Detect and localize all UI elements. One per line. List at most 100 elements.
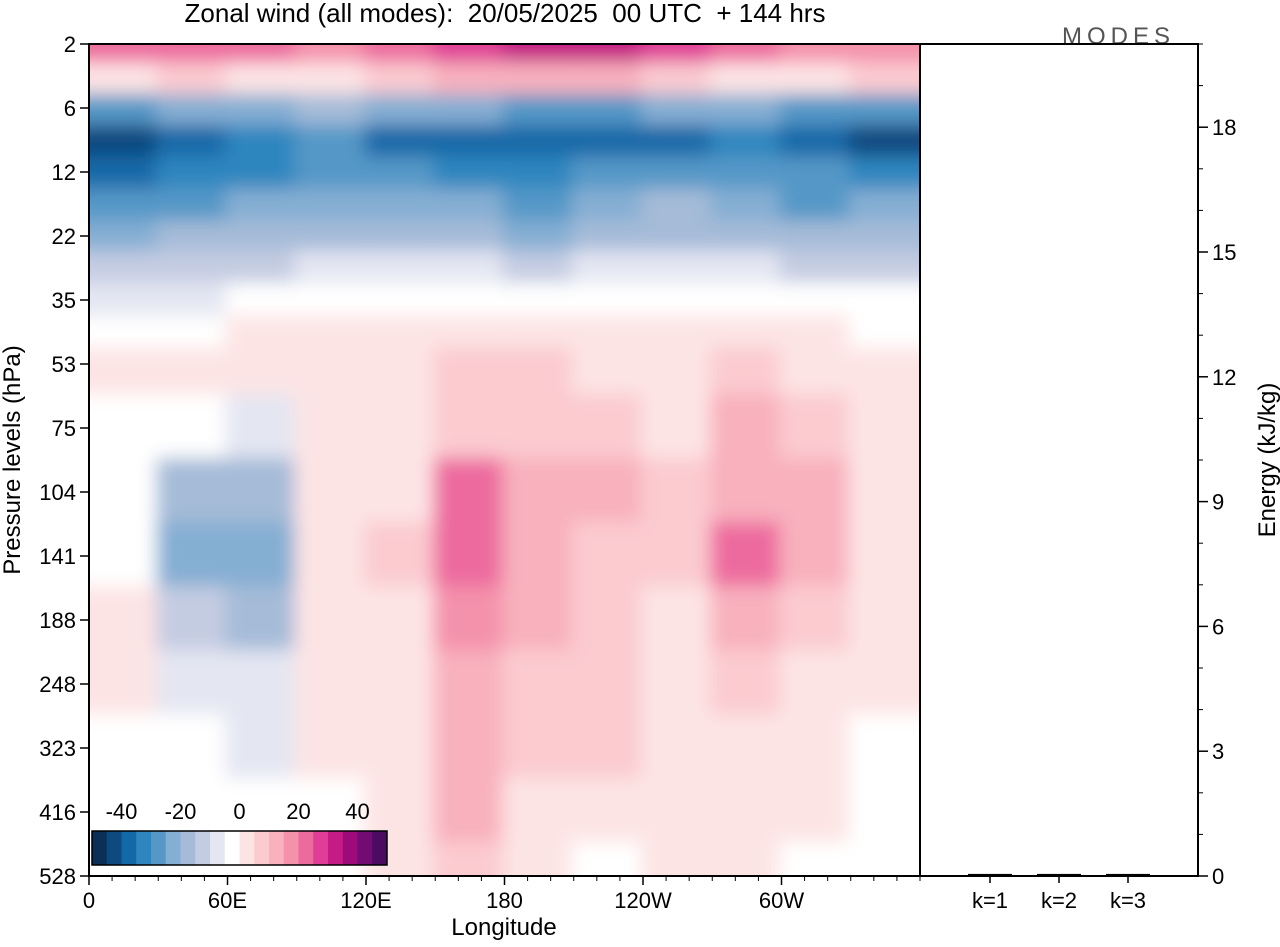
heatmap-cell <box>225 282 299 320</box>
colorbar-swatch <box>357 831 373 865</box>
heatmap-cell <box>848 778 920 846</box>
heatmap-cell <box>433 394 507 462</box>
colorbar-tick-label: 40 <box>345 799 369 824</box>
heatmap-cell <box>156 347 230 398</box>
heatmap-cell <box>502 94 576 129</box>
heatmap-cell <box>779 315 853 352</box>
heatmap-cell <box>225 586 299 654</box>
heatmap-cell <box>641 394 715 462</box>
heatmap-cell <box>779 220 853 255</box>
heatmap-cell <box>779 394 853 462</box>
heatmap-cell <box>364 94 438 129</box>
heatmap-cell <box>848 458 920 526</box>
energy-tick-label: 18 <box>1212 115 1236 140</box>
heatmap-cell <box>779 250 853 287</box>
heatmap-cell <box>89 650 161 718</box>
heatmap-cell <box>225 714 299 782</box>
heatmap-cell <box>710 315 784 352</box>
heatmap-cell <box>848 220 920 255</box>
heatmap-cell <box>848 315 920 352</box>
heatmap-cell <box>641 778 715 846</box>
y-tick-label: 35 <box>52 288 76 313</box>
colorbar-swatch <box>180 831 196 865</box>
heatmap-cell <box>364 156 438 193</box>
colorbar: -40 -20 0 20 40 <box>91 799 388 866</box>
x-tick-label: 120E <box>340 888 391 913</box>
heatmap-cell <box>225 394 299 462</box>
heatmap-cell <box>225 650 299 718</box>
heatmap-cell <box>641 315 715 352</box>
heatmap-cell <box>502 282 576 320</box>
heatmap-cell <box>225 458 299 526</box>
heatmap-cell <box>364 220 438 255</box>
energy-bar <box>1106 873 1150 876</box>
heatmap-cell <box>433 250 507 287</box>
heatmap-cell <box>848 347 920 398</box>
heatmap-cell <box>848 124 920 161</box>
heatmap-cell <box>89 522 161 590</box>
heatmap-cell <box>641 94 715 129</box>
heatmap-cell <box>294 94 368 129</box>
heatmap-cell <box>779 522 853 590</box>
heatmap-cell <box>641 250 715 287</box>
colorbar-swatch <box>121 831 137 865</box>
heatmap-cell <box>848 156 920 193</box>
energy-bar <box>1037 873 1081 876</box>
colorbar-frame <box>91 830 388 866</box>
heatmap-cell <box>294 220 368 255</box>
heatmap-cell <box>156 650 230 718</box>
heatmap-cell <box>89 220 161 255</box>
heatmap-cell <box>641 522 715 590</box>
heatmap-cell <box>779 62 853 99</box>
heatmap-cell <box>89 315 161 352</box>
y-axis-ticks: 2 6 12 22 35 53 75 104 141 188 248 323 416 528 <box>39 32 89 889</box>
y-tick-label: 104 <box>39 480 76 505</box>
y-tick-label: 75 <box>52 416 76 441</box>
heatmap-cell <box>364 586 438 654</box>
energy-bars: k=1 k=2 k=3 <box>968 873 1150 913</box>
heatmap-cell <box>433 778 507 846</box>
heatmap-cell <box>571 62 645 99</box>
x-tick-label: 120W <box>614 888 672 913</box>
colorbar-swatch <box>254 831 270 865</box>
heatmap-cell <box>433 586 507 654</box>
heatmap-cell <box>364 44 438 67</box>
y-tick-label: 22 <box>52 224 76 249</box>
energy-category-label: k=2 <box>1041 888 1077 913</box>
heatmap-cell <box>502 394 576 462</box>
heatmap-cell <box>89 282 161 320</box>
heatmap-cell <box>364 347 438 398</box>
heatmap-cell <box>571 522 645 590</box>
heatmap-cell <box>156 315 230 352</box>
heatmap-cell <box>294 458 368 526</box>
energy-plot-frame <box>919 43 1199 877</box>
heatmap-cell <box>641 220 715 255</box>
heatmap-cell <box>848 522 920 590</box>
heatmap-cell <box>710 250 784 287</box>
heatmap-cell <box>848 650 920 718</box>
y-tick-label: 6 <box>64 96 76 121</box>
heatmap-cell <box>641 586 715 654</box>
heatmap-cell <box>779 458 853 526</box>
heatmap-cell <box>89 156 161 193</box>
heatmap-cell <box>502 714 576 782</box>
heatmap-cell <box>225 156 299 193</box>
heatmap-cell <box>710 522 784 590</box>
heatmap-cell <box>433 220 507 255</box>
heatmap-cell <box>571 124 645 161</box>
heatmap-cell <box>571 347 645 398</box>
heatmap-cell <box>571 188 645 225</box>
energy-tick-label: 6 <box>1212 614 1224 639</box>
heatmap-cell <box>294 315 368 352</box>
heatmap-cell <box>364 188 438 225</box>
heatmap-cell <box>156 220 230 255</box>
heatmap-cell <box>710 714 784 782</box>
heatmap-cell <box>433 94 507 129</box>
heatmap-cell <box>710 44 784 67</box>
heatmap-cell <box>502 315 576 352</box>
heatmap-cell <box>225 220 299 255</box>
heatmap-cell <box>710 156 784 193</box>
colorbar-swatch <box>224 831 240 865</box>
